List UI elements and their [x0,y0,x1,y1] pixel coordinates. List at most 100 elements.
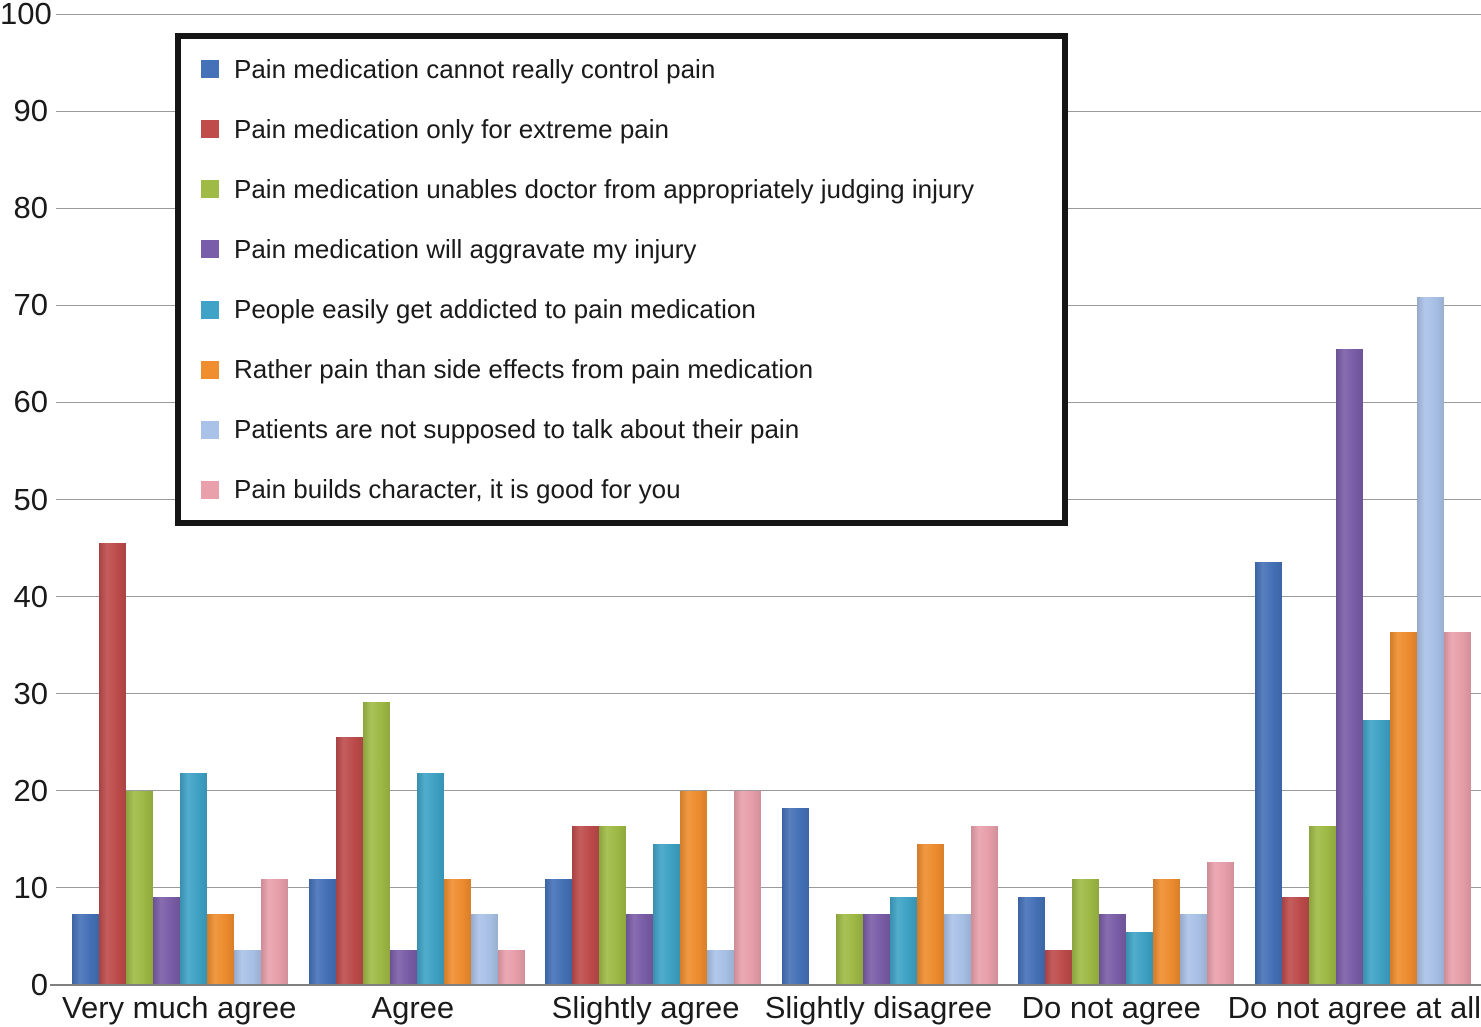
bar [572,825,600,985]
bar [1362,719,1390,985]
legend-item: Pain medication only for extreme pain [201,99,1062,159]
bar [1308,825,1336,985]
bar [545,879,573,985]
legend-swatch-icon [201,300,219,319]
bar [362,702,390,985]
y-tick-label: 60 [13,384,48,420]
bar [916,844,944,985]
bar [470,914,498,985]
x-category-label: Do not agree [1021,990,1201,1025]
bar [261,879,289,985]
bar [862,914,890,985]
plot-area [50,13,1481,986]
bar [497,950,525,985]
legend-label: Pain builds character, it is good for yo… [234,474,681,505]
bar [707,950,735,985]
bar [1153,879,1181,985]
y-tick-label: 80 [13,190,48,226]
y-tick-label: 20 [13,772,48,808]
gridline [56,887,1481,889]
bar-group [772,14,1009,985]
bar [1389,631,1417,985]
bar [1018,896,1046,985]
x-axis-line [50,984,1481,986]
legend-item: Pain medication will aggravate my injury [201,219,1062,279]
bar-groups [62,14,1481,985]
y-tick-label: 100 [0,0,52,31]
legend-item: Pain builds character, it is good for yo… [201,460,1062,520]
legend-item: Patients are not supposed to talk about … [201,400,1062,460]
y-tick-label: 70 [13,287,48,323]
bar [1072,879,1100,985]
bar [1335,349,1363,985]
bar [1281,896,1309,985]
bar [889,896,917,985]
bar [1443,631,1471,985]
gridline [56,693,1481,695]
legend-label: Pain medication cannot really control pa… [234,53,716,84]
legend-label: Rather pain than side effects from pain … [234,354,814,385]
bar [734,790,762,985]
gridline [56,596,1481,598]
bar [180,773,208,985]
y-tick-label: 40 [13,578,48,614]
legend-label: Pain medication will aggravate my injury [234,233,697,264]
bar [443,879,471,985]
bar [99,543,127,985]
bar [1099,914,1127,985]
legend-item: Pain medication cannot really control pa… [201,39,1062,99]
bar [781,808,809,985]
bar-group [62,14,299,985]
bar-group [1008,14,1245,985]
x-category-label: Agree [371,990,455,1025]
bar [308,879,336,985]
bar [835,914,863,985]
legend-item: People easily get addicted to pain medic… [201,280,1062,340]
bar [626,914,654,985]
y-tick-label: 90 [13,93,48,129]
legend-label: People easily get addicted to pain medic… [234,294,756,325]
bar [1045,950,1073,985]
legend-label: Patients are not supposed to talk about … [234,414,800,445]
bar [335,737,363,985]
y-tick-label: 10 [13,869,48,905]
bar [126,790,154,985]
bar [970,825,998,985]
legend-swatch-icon [201,480,219,499]
legend-swatch-icon [201,240,219,259]
bar-group [535,14,772,985]
bar [599,825,627,985]
bar [1207,861,1235,985]
bar-group [1245,14,1481,985]
gridline [56,790,1481,792]
bar [416,773,444,985]
legend-swatch-icon [201,120,219,139]
bar [72,914,100,985]
y-tick-label: 50 [13,481,48,517]
legend-swatch-icon [201,60,219,79]
x-category-label: Slightly disagree [764,990,993,1025]
bar [207,914,235,985]
legend-label: Pain medication unables doctor from appr… [234,173,974,204]
gridline [56,13,1481,15]
legend-label: Pain medication only for extreme pain [234,113,670,144]
bar [943,914,971,985]
y-tick-label: 0 [30,967,48,1002]
legend-swatch-icon [201,420,219,439]
legend-swatch-icon [201,180,219,199]
legend-swatch-icon [201,360,219,379]
x-axis-labels: Very much agree Agree Slightly agree Slight… [62,990,1481,1026]
legend-box: Pain medication cannot really control pa… [175,33,1068,526]
y-axis-labels: 0 10 20 30 40 50 60 70 80 90 100 [0,0,52,1027]
y-tick-label: 30 [13,675,48,711]
bar [1416,296,1444,985]
bar [153,896,181,985]
bar-group [299,14,536,985]
x-category-label: Slightly agree [551,990,740,1025]
bar [1126,931,1154,985]
x-category-label: Do not agree at all [1227,990,1481,1025]
bar [234,950,262,985]
bar [680,790,708,985]
bar [1180,914,1208,985]
